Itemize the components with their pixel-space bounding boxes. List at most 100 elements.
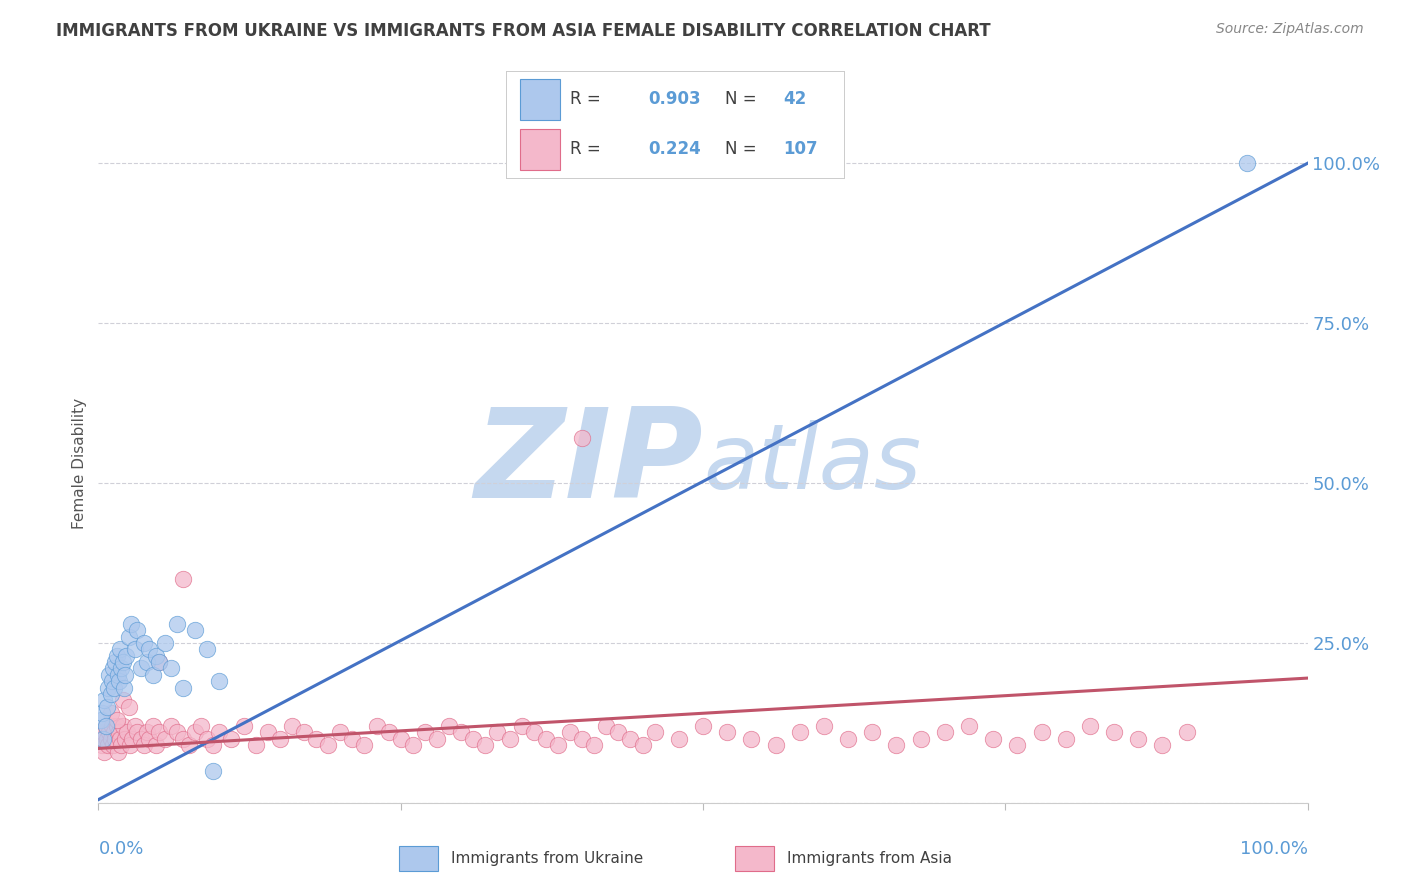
Point [353,738,375,752]
Point [93,745,115,759]
Point [148,725,170,739]
Point [111,719,134,733]
Text: Immigrants from Asia: Immigrants from Asia [787,851,952,866]
Text: IMMIGRANTS FROM UKRAINE VS IMMIGRANTS FROM ASIA FEMALE DISABILITY CORRELATION CH: IMMIGRANTS FROM UKRAINE VS IMMIGRANTS FR… [56,22,991,40]
Point [426,731,449,746]
Point [281,719,304,733]
Point [329,725,352,739]
Text: 107: 107 [783,141,817,159]
Point [124,719,146,733]
Point [91,725,114,739]
Point [101,738,124,752]
Point [138,731,160,746]
Point [100,706,122,721]
Point [118,738,141,752]
Point [172,572,194,586]
Point [305,731,328,746]
Point [886,738,908,752]
Point [1031,725,1053,739]
Point [957,719,980,733]
Point [145,648,167,663]
Point [121,731,143,746]
Point [148,655,170,669]
Point [619,731,641,746]
Text: 100.0%: 100.0% [1240,840,1308,858]
Point [1128,731,1150,746]
Point [1102,725,1125,739]
Point [910,731,932,746]
Point [1175,725,1198,739]
Point [195,642,218,657]
Point [104,731,127,746]
Point [153,731,176,746]
Bar [399,847,437,871]
Point [160,719,183,733]
Point [160,661,183,675]
Point [366,719,388,733]
Point [184,725,207,739]
Point [107,745,129,759]
Point [135,725,157,739]
Point [837,731,859,746]
Point [583,738,606,752]
Point [100,687,122,701]
Point [172,681,194,695]
Point [474,738,496,752]
Point [534,731,557,746]
Point [644,725,666,739]
Point [105,713,128,727]
Point [142,668,165,682]
Point [96,699,118,714]
Point [108,674,131,689]
Point [90,713,112,727]
Point [91,706,114,721]
Point [108,731,131,746]
Bar [520,78,560,120]
Point [100,719,122,733]
Point [269,731,291,746]
Point [292,725,315,739]
Point [127,623,149,637]
Point [558,725,581,739]
Point [463,731,485,746]
Point [111,693,134,707]
Point [134,738,156,752]
Point [153,636,176,650]
Point [342,731,364,746]
Point [692,719,714,733]
Point [93,693,115,707]
Point [114,668,136,682]
Point [316,738,339,752]
Point [135,655,157,669]
Point [934,725,956,739]
Point [111,655,134,669]
Text: 0.0%: 0.0% [98,840,143,858]
Text: N =: N = [725,141,756,159]
Point [498,731,520,746]
Point [91,738,114,752]
Point [202,738,225,752]
Point [105,648,128,663]
Point [98,725,121,739]
Point [101,661,124,675]
Point [166,616,188,631]
Point [94,719,117,733]
Text: Immigrants from Ukraine: Immigrants from Ukraine [451,851,643,866]
Text: Source: ZipAtlas.com: Source: ZipAtlas.com [1216,22,1364,37]
Point [138,642,160,657]
Point [245,738,267,752]
Point [97,738,120,752]
Text: ZIP: ZIP [474,403,703,524]
Point [117,725,139,739]
Point [103,681,125,695]
Point [1054,731,1077,746]
Y-axis label: Female Disability: Female Disability [72,398,87,530]
Point [195,731,218,746]
Point [90,731,112,746]
Point [402,738,425,752]
Point [1078,719,1101,733]
Point [208,674,231,689]
Point [105,719,128,733]
Point [100,731,122,746]
Point [377,725,399,739]
